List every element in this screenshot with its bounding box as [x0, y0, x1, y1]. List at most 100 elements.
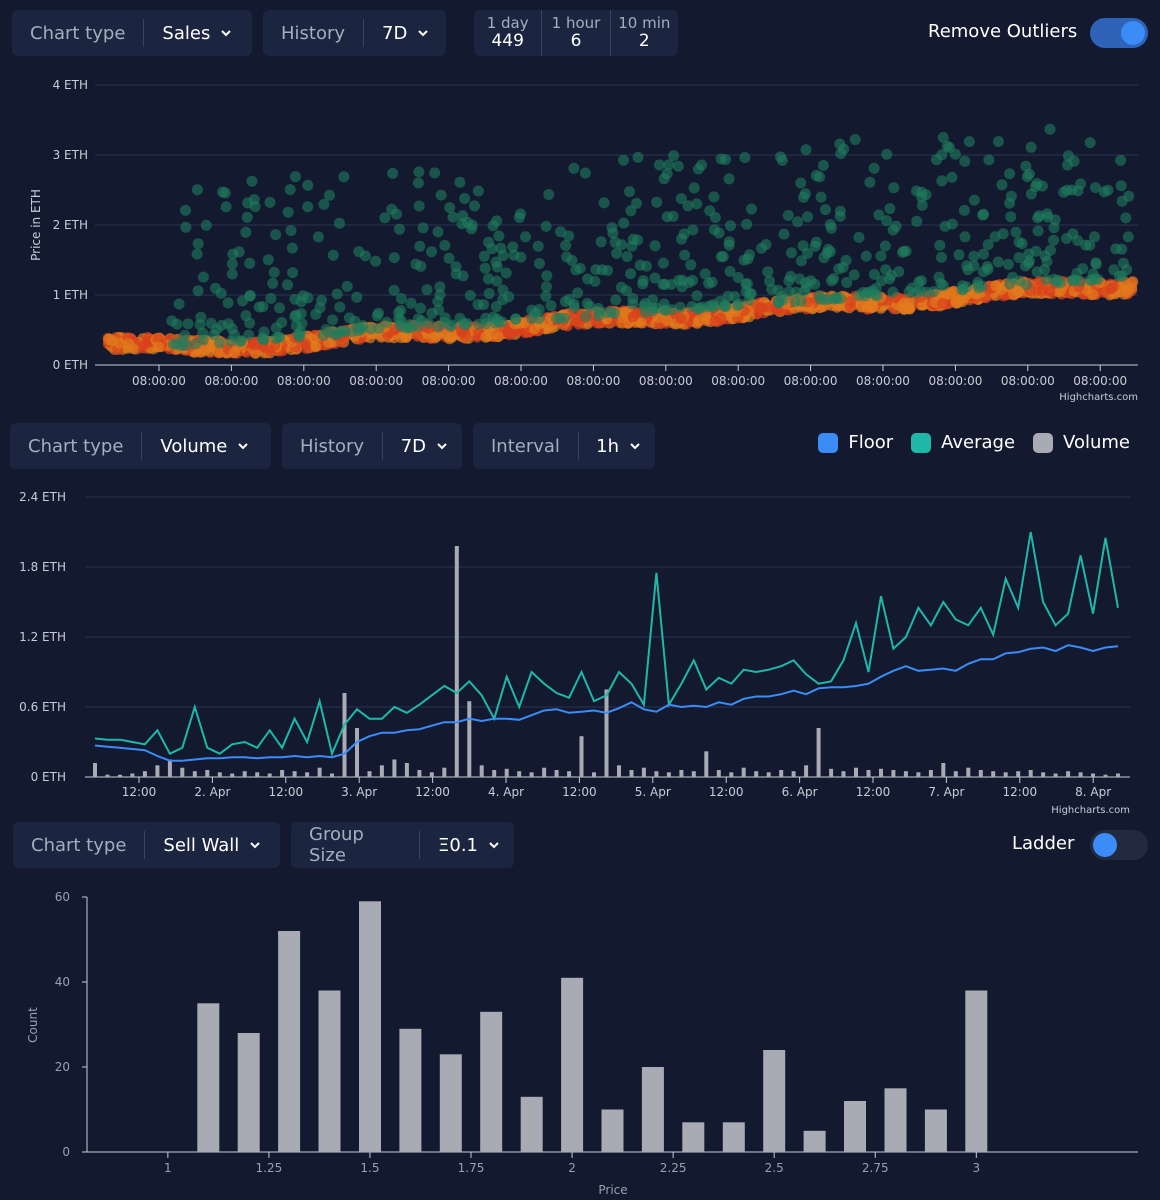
x-tick-label: 3. Apr [341, 785, 377, 799]
scatter-point [563, 293, 575, 305]
scatter-point [616, 239, 628, 251]
legend-item-volume[interactable]: Volume [1033, 432, 1130, 453]
scatter-point [845, 295, 857, 307]
volume-bar [841, 771, 846, 777]
x-axis-title: Price [598, 1183, 627, 1197]
chevron-down-icon [437, 443, 447, 450]
y-axis-title: Price in ETH [29, 189, 43, 261]
scatter-point [480, 318, 492, 330]
scatter-point [860, 250, 872, 262]
scatter-point [741, 218, 753, 230]
scatter-point [152, 341, 164, 353]
stat-1-hour: 1 hour 6 [542, 10, 611, 56]
scatter-point [936, 251, 947, 263]
scatter-point [983, 154, 995, 166]
scatter-point [868, 162, 880, 174]
scatter-point [936, 298, 948, 309]
scatter-point [464, 290, 476, 301]
scatter-point [226, 258, 238, 270]
volume-bar [1078, 772, 1083, 777]
scatter-point [127, 343, 139, 354]
volume-bar [791, 771, 796, 777]
x-tick-label: 08:00:00 [422, 374, 476, 388]
y-tick-label: 0 ETH [53, 358, 88, 372]
scatter-point [1115, 180, 1127, 192]
scatter-point [1004, 168, 1016, 180]
scatter-point [1045, 244, 1056, 256]
volume-bar [966, 767, 971, 777]
scatter-point [708, 191, 720, 203]
scatter-point [497, 294, 509, 306]
volume-history-select[interactable]: History 7D [282, 423, 462, 469]
scatter-point [568, 302, 580, 313]
x-tick-label: 8. Apr [1075, 785, 1111, 799]
ladder-label: Ladder [1012, 833, 1075, 854]
scatter-point [760, 239, 772, 250]
scatter-point [478, 299, 490, 311]
scatter-point [433, 304, 445, 316]
sales-chart-type-select[interactable]: Chart type Sales [12, 10, 252, 56]
scatter-point [1107, 281, 1119, 293]
scatter-point [191, 248, 203, 260]
scatter-point [1070, 274, 1081, 286]
scatter-point [431, 330, 443, 342]
scatter-point [1032, 225, 1044, 237]
history-label: History [300, 435, 365, 457]
scatter-point [887, 224, 899, 236]
scatter-point [574, 262, 586, 274]
volume-interval-select[interactable]: Interval 1h [473, 423, 655, 469]
scatter-point [1021, 171, 1033, 183]
scatter-point [590, 264, 602, 276]
stat-value: 6 [570, 31, 582, 51]
scatter-point [649, 240, 661, 252]
bar [682, 1122, 705, 1153]
scatter-point [324, 189, 335, 201]
scatter-point [663, 159, 675, 171]
volume-bar [205, 770, 210, 777]
scatter-point [1044, 123, 1056, 135]
legend-item-floor[interactable]: Floor [818, 432, 893, 453]
sellwall-bar-chart: 0 20 40 60 1 1.25 1.5 1.75 2 2.25 2.5 2.75 3 Count Pri… [26, 890, 1138, 1197]
toggle-knob [1121, 21, 1145, 45]
scatter-point [653, 159, 665, 171]
scatter-point [625, 205, 637, 217]
scatter-point [1127, 276, 1139, 288]
ladder-toggle[interactable] [1090, 830, 1148, 860]
remove-outliers-label: Remove Outliers [928, 21, 1078, 42]
scatter-point [887, 286, 899, 298]
scatter-point [447, 211, 459, 223]
legend-swatch [911, 432, 932, 453]
scatter-point [513, 212, 525, 223]
scatter-point [632, 151, 644, 163]
scatter-point [961, 281, 973, 293]
scatter-point [809, 278, 821, 290]
scatter-point [334, 217, 345, 229]
group-size-select[interactable]: Group Size Ξ0.1 [291, 822, 514, 868]
scatter-point [412, 177, 424, 189]
interval-label: Interval [491, 435, 560, 457]
scatter-point [881, 215, 893, 227]
y-tick-label: 40 [55, 975, 70, 989]
volume-bar [1003, 772, 1008, 777]
sellwall-chart-type-select[interactable]: Chart type Sell Wall [13, 822, 280, 868]
legend-item-average[interactable]: Average [911, 432, 1015, 453]
scatter-point [739, 152, 751, 163]
scatter-point [113, 337, 125, 349]
scatter-point [290, 171, 301, 183]
sales-history-select[interactable]: History 7D [263, 10, 446, 56]
scatter-point [1058, 186, 1070, 198]
scatter-point [241, 211, 253, 223]
volume-bar [1091, 773, 1095, 777]
volume-bar [542, 767, 547, 777]
volume-chart-type-select[interactable]: Chart type Volume [10, 423, 271, 469]
remove-outliers-toggle[interactable] [1090, 18, 1148, 48]
scatter-point [572, 287, 584, 299]
scatter-point [856, 300, 868, 312]
scatter-point [432, 321, 444, 333]
scatter-point [1090, 257, 1102, 269]
scatter-point [545, 300, 557, 312]
scatter-point [214, 337, 226, 349]
bar [561, 977, 584, 1153]
volume-bar [467, 701, 472, 777]
scatter-point [294, 331, 305, 343]
